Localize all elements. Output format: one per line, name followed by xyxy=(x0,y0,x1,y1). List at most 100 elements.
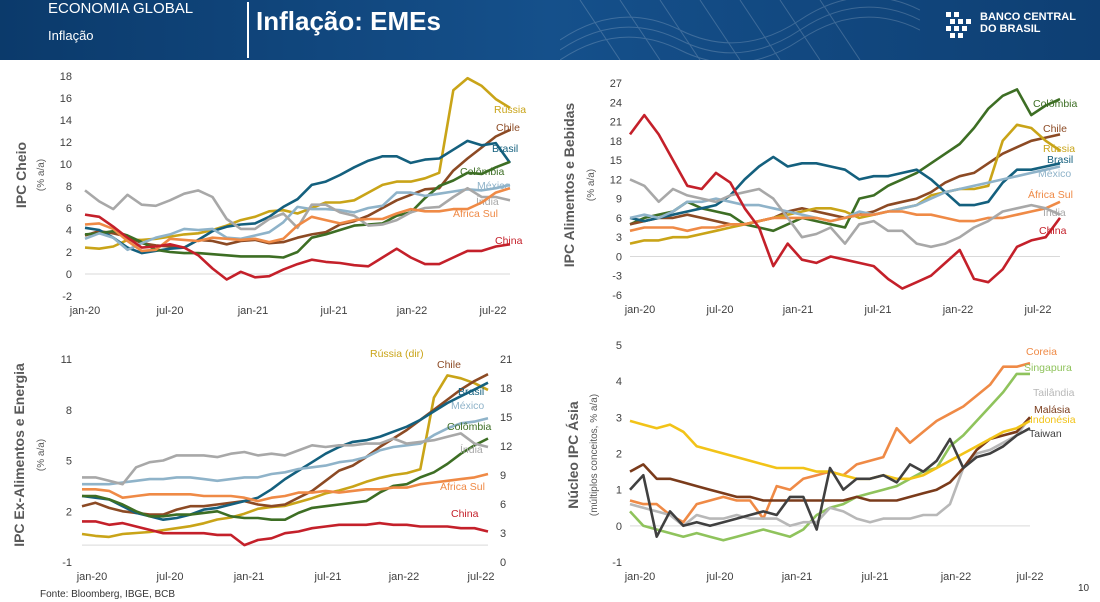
series-label-africa-sul: África Sul xyxy=(440,480,485,493)
x-tick-label: jul-20 xyxy=(706,304,734,316)
x-tick-label: jul-20 xyxy=(156,305,184,317)
series-label-mexico: México xyxy=(451,400,484,412)
y-tick-label: 24 xyxy=(610,97,622,109)
series-line-colombia xyxy=(82,437,489,522)
y-tick-label: 4 xyxy=(66,225,72,237)
chart-nucleo-ipc-asia: -1 0 1 2 3 4 5 jan-20 jul-20 jan-21 jul-21 jan-22 ju… xyxy=(565,340,1076,583)
series-label-brasil: Brasil xyxy=(458,386,484,398)
y-tick-label: 2 xyxy=(66,506,72,518)
series-line-china xyxy=(84,213,511,281)
x-tick-label: jan-22 xyxy=(396,305,428,317)
x-tick-label: jul-21 xyxy=(320,305,348,317)
series-label-singapura: Singapura xyxy=(1024,362,1072,374)
brand-line-1: BANCO CENTRAL xyxy=(980,11,1076,23)
series-label-india: Índia xyxy=(1043,206,1066,219)
y-axis-subtitle: (% a/a) xyxy=(586,169,597,201)
y-tick-label: 3 xyxy=(616,412,622,424)
x-tick-label: jan-22 xyxy=(942,304,974,316)
chart-ipc-cheio: -2 0 2 4 6 8 10 12 14 16 18 jan-20 jul-20 jan-21 jul-2… xyxy=(13,71,526,317)
x-tick-label: jan-20 xyxy=(624,571,656,583)
series-line-chile xyxy=(84,128,511,249)
y-right-tick-label: 3 xyxy=(500,528,506,540)
x-tick-label: jul-22 xyxy=(467,571,495,583)
y-right-tick-label: 15 xyxy=(500,412,512,424)
brand-line-2: DO BRASIL xyxy=(980,23,1041,35)
subsection-label: Inflação xyxy=(48,28,94,43)
series-line-china xyxy=(628,113,1062,290)
y-axis-title: IPC Alimentos e Bebidas xyxy=(561,103,577,268)
series-line-india xyxy=(84,186,511,231)
y-tick-label: 12 xyxy=(60,137,72,149)
series-label-malasia: Malásia xyxy=(1034,404,1070,416)
y-axis-subtitle: (% a/a) xyxy=(36,439,47,471)
y-tick-label: -2 xyxy=(62,291,72,303)
y-right-tick-label: 9 xyxy=(500,470,506,482)
series-line-taiwan xyxy=(629,427,1031,539)
x-tick-label: jan-20 xyxy=(624,304,656,316)
header-divider xyxy=(247,2,249,58)
series-line-russia xyxy=(84,76,511,250)
bcb-logo-icon xyxy=(946,12,971,38)
series-line-brasil xyxy=(81,381,489,522)
series-line-china xyxy=(82,520,489,547)
section-label: ECONOMIA GLOBAL xyxy=(48,0,194,17)
series-line-chile xyxy=(81,373,489,516)
y-tick-label: 10 xyxy=(60,159,72,171)
x-tick-label: jan-21 xyxy=(237,305,269,317)
y-tick-label: 15 xyxy=(610,155,622,167)
series-label-india: Índia xyxy=(460,443,483,456)
y-tick-label: 21 xyxy=(610,117,622,129)
series-line-africa-sul xyxy=(84,186,511,253)
y-tick-label: 27 xyxy=(610,78,622,90)
y-axis-subtitle: (múltiplos conceitos, % a/a) xyxy=(589,394,600,516)
y-tick-label: -3 xyxy=(612,271,622,283)
x-tick-label: jul-21 xyxy=(861,571,889,583)
series-line-coreia xyxy=(629,361,1031,524)
chart-ipc-ex-alimentos-energia: -1 2 5 8 11 0 3 6 9 12 15 18 21 jan-20 jul-20 jan-21 jul… xyxy=(11,348,512,583)
x-tick-label: jan-21 xyxy=(233,571,265,583)
x-tick-label: jan-20 xyxy=(69,305,101,317)
y-tick-label: 12 xyxy=(610,174,622,186)
series-line-africa-sul xyxy=(82,472,489,503)
x-tick-label: jul-20 xyxy=(156,571,184,583)
series-line-mexico xyxy=(82,416,489,486)
series-label-india: Índia xyxy=(476,195,499,208)
x-tick-label: jan-21 xyxy=(781,571,813,583)
x-tick-label: jan-22 xyxy=(940,571,972,583)
y-tick-label: 8 xyxy=(66,181,72,193)
y-tick-label: -6 xyxy=(612,290,622,302)
series-label-chile: Chile xyxy=(437,359,461,371)
series-label-africa-sul: África Sul xyxy=(1028,188,1073,201)
y-tick-label: 4 xyxy=(616,376,622,388)
y-right-tick-label: 0 xyxy=(500,557,506,569)
series-label-colombia: Colômbia xyxy=(1033,98,1078,110)
series-label-china: China xyxy=(1039,225,1067,237)
series-label-china: China xyxy=(495,235,523,247)
y-tick-label: 5 xyxy=(616,340,622,352)
y-axis-title: IPC Cheio xyxy=(13,142,29,208)
y-tick-label: 8 xyxy=(66,405,72,417)
series-line-india xyxy=(82,432,489,486)
y-tick-label: 11 xyxy=(61,354,72,366)
y-tick-label: 0 xyxy=(66,269,72,281)
x-tick-label: jul-20 xyxy=(706,571,734,583)
series-label-colombia: Colômbia xyxy=(447,421,492,433)
y-tick-label: 1 xyxy=(616,485,622,497)
y-right-tick-label: 21 xyxy=(500,354,512,366)
y-tick-label: 9 xyxy=(616,194,622,206)
y-tick-label: 0 xyxy=(616,521,622,533)
y-tick-label: 2 xyxy=(616,449,622,461)
source-note: Fonte: Bloomberg, IBGE, BCB xyxy=(40,589,176,600)
series-label-indonesia: Indonésia xyxy=(1030,414,1076,426)
x-tick-label: jul-22 xyxy=(479,305,507,317)
series-line-brasil xyxy=(84,139,512,255)
series-line-brasil xyxy=(629,155,1061,223)
series-label-tailandia: Tailândia xyxy=(1033,387,1075,399)
series-label-chile: Chile xyxy=(1043,123,1067,135)
x-tick-label: jul-21 xyxy=(864,304,892,316)
y-axis-subtitle: (% a/a) xyxy=(36,159,47,191)
series-label-china: China xyxy=(451,508,479,520)
y-axis-title: Núcleo IPC Ásia xyxy=(565,401,581,509)
series-label-mexico: México xyxy=(477,180,510,192)
